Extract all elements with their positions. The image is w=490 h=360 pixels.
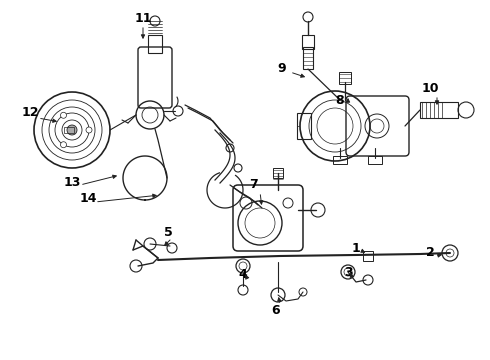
Bar (333, 156, 347, 164)
Bar (297, 113, 311, 139)
Text: 12: 12 (21, 105, 39, 118)
Text: 3: 3 (343, 266, 352, 279)
Text: 14: 14 (79, 192, 97, 204)
Text: 5: 5 (164, 225, 172, 238)
Circle shape (60, 112, 67, 118)
Bar (368, 156, 382, 164)
Bar (303, 47, 313, 69)
Circle shape (67, 125, 77, 135)
Text: 4: 4 (239, 269, 247, 282)
Bar (339, 72, 351, 84)
Bar (363, 251, 373, 261)
Bar (148, 35, 162, 53)
Bar (420, 102, 458, 118)
Text: 2: 2 (426, 246, 434, 258)
Text: 8: 8 (336, 94, 344, 107)
Circle shape (86, 127, 92, 133)
Bar (302, 35, 314, 49)
Circle shape (60, 142, 67, 148)
Text: 6: 6 (271, 303, 280, 316)
Text: 13: 13 (63, 175, 81, 189)
Bar (64, 127, 74, 133)
Text: 11: 11 (134, 12, 152, 24)
Text: 10: 10 (421, 81, 439, 94)
Text: 1: 1 (352, 242, 360, 255)
Text: 7: 7 (248, 179, 257, 192)
Text: 9: 9 (278, 62, 286, 75)
Bar (273, 168, 283, 178)
